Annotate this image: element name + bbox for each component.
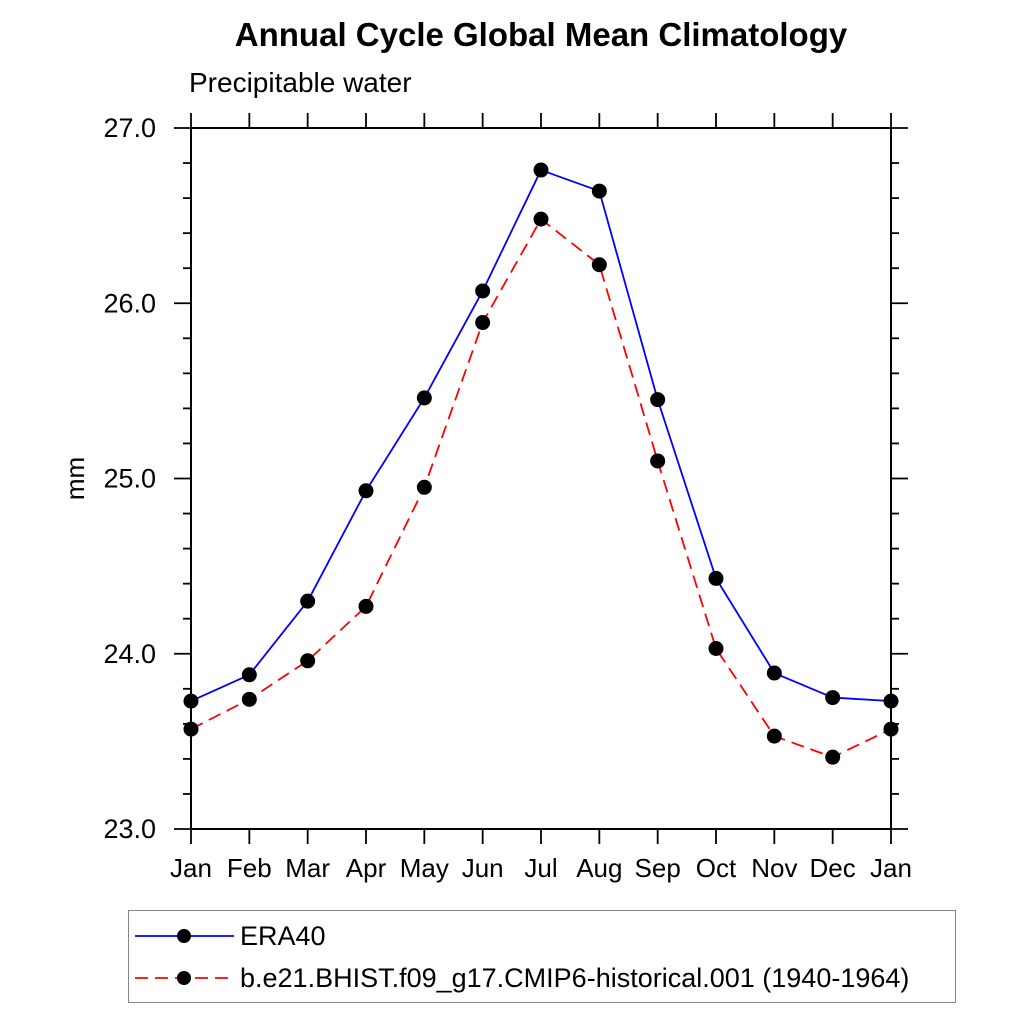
svg-text:Sep: Sep [635,853,681,883]
chart-subtitle: Precipitable water [189,67,412,98]
legend-line-sample-icon [135,929,234,943]
svg-text:24.0: 24.0 [103,639,156,669]
chart-title: Annual Cycle Global Mean Climatology [234,16,848,53]
svg-text:Jan: Jan [870,853,912,883]
legend-label-cmip6: b.e21.BHIST.f09_g17.CMIP6-historical.001… [240,962,910,993]
svg-text:Nov: Nov [751,853,797,883]
svg-text:Mar: Mar [285,853,330,883]
svg-text:Dec: Dec [810,853,856,883]
svg-text:Jan: Jan [170,853,212,883]
svg-text:Jun: Jun [462,853,504,883]
legend-entry-cmip6: b.e21.BHIST.f09_g17.CMIP6-historical.001… [131,962,909,994]
svg-text:Jul: Jul [524,853,557,883]
svg-text:Oct: Oct [696,853,737,883]
svg-text:26.0: 26.0 [103,288,156,318]
legend-line-sample-icon [135,971,234,985]
svg-text:Aug: Aug [576,853,622,883]
svg-text:May: May [400,853,449,883]
svg-text:Apr: Apr [346,853,387,883]
legend-entry-era40: ERA40 [131,920,326,952]
svg-text:Feb: Feb [227,853,272,883]
svg-text:23.0: 23.0 [103,814,156,844]
legend-box: ERA40 b.e21.BHIST.f09_g17.CMIP6-historic… [128,910,956,1003]
svg-text:25.0: 25.0 [103,464,156,494]
legend-label-era40: ERA40 [240,920,326,951]
svg-text:27.0: 27.0 [103,113,156,143]
